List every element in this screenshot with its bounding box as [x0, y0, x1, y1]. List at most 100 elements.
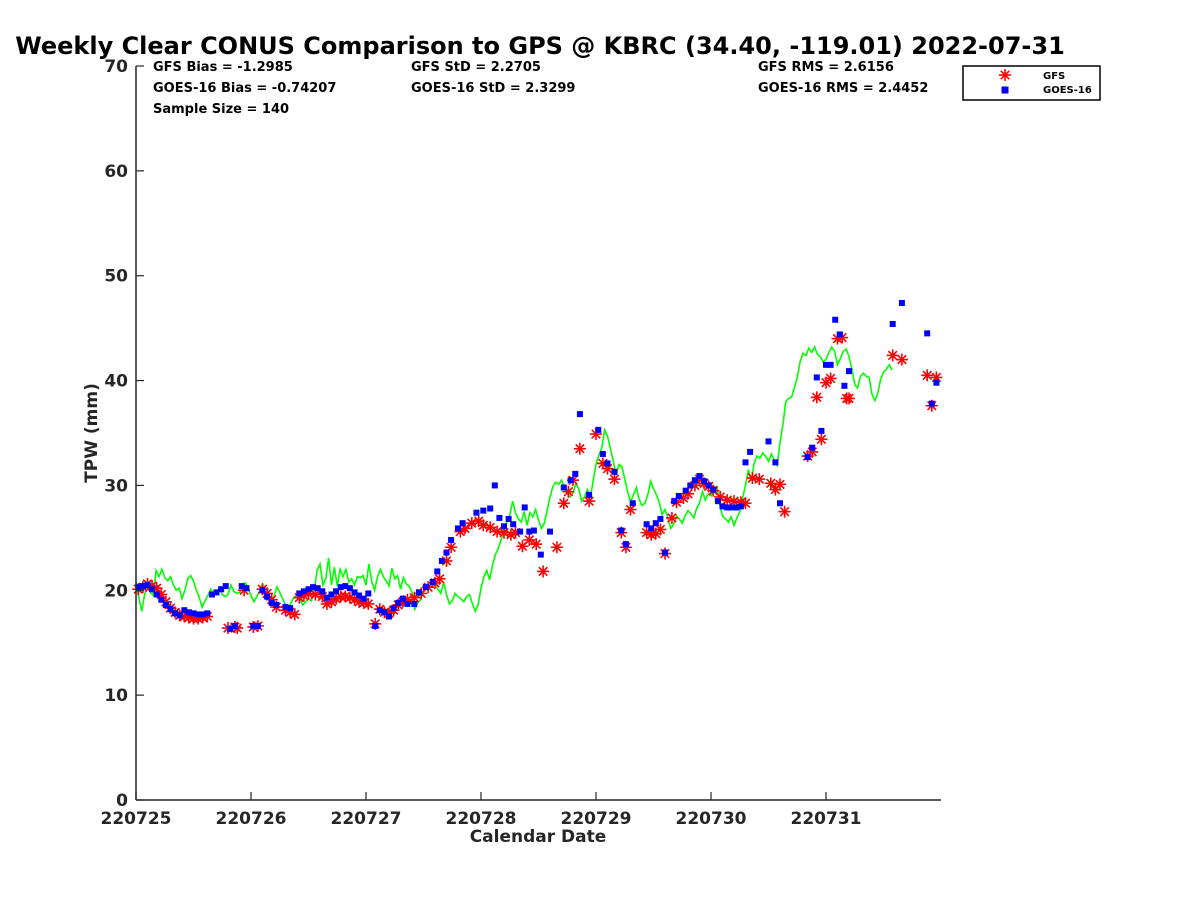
- goes-point: [342, 583, 349, 590]
- gfs-point: [484, 521, 497, 534]
- goes-point: [390, 605, 397, 612]
- goes-point: [705, 482, 712, 489]
- goes-point: [365, 590, 372, 597]
- goes-point: [652, 520, 659, 527]
- legend-goes-marker: [1001, 86, 1009, 94]
- legend-gfs-marker: [999, 69, 1011, 81]
- goes-point: [765, 438, 772, 445]
- goes-point: [434, 568, 441, 575]
- goes-point: [530, 527, 537, 534]
- y-axis-label: TPW (mm): [82, 383, 102, 483]
- gfs-point: [550, 541, 563, 554]
- goes-point: [139, 583, 146, 590]
- goes-point: [710, 486, 717, 493]
- goes-point: [682, 487, 689, 494]
- goes-point: [537, 551, 544, 558]
- goes-point: [360, 595, 367, 602]
- goes-point: [576, 411, 583, 418]
- plot-area: 0 10 20 30 40 50 60 70 220725 220726 220727 220728 2…: [101, 57, 943, 829]
- goes-point: [282, 604, 289, 611]
- goes-point: [804, 454, 811, 461]
- goes-point: [809, 444, 816, 451]
- gfs-point: [530, 538, 543, 551]
- goes-point: [305, 586, 312, 593]
- goes-point: [733, 504, 740, 511]
- goes-point: [376, 607, 383, 614]
- goes-point: [149, 586, 156, 593]
- x-axis-label: Calendar Date: [470, 827, 607, 847]
- goes-point: [836, 331, 843, 338]
- goes-point: [841, 382, 848, 389]
- goes-point: [714, 498, 721, 505]
- gfs-point: [537, 565, 550, 578]
- legend-goes-label: GOES-16: [1043, 85, 1092, 96]
- goes-point: [415, 589, 422, 596]
- gfs-point: [608, 473, 621, 486]
- goes-point: [924, 330, 931, 337]
- gfs-point: [288, 608, 301, 621]
- goes-point: [657, 515, 664, 522]
- y-tick-label: 40: [104, 372, 128, 392]
- gfs-series: [132, 331, 943, 635]
- gfs-point: [921, 369, 934, 382]
- goes-point: [351, 589, 358, 596]
- goes-point: [404, 600, 411, 607]
- x-tick-label: 220725: [101, 809, 172, 829]
- goes-point: [662, 549, 668, 556]
- axes-layer: 0 10 20 30 40 50 60 70 220725 220726 220727 220728 2…: [101, 57, 941, 829]
- goes-point: [185, 609, 192, 616]
- gfs-point: [778, 505, 791, 518]
- y-tick-label: 60: [104, 162, 128, 182]
- goes-point: [287, 605, 294, 612]
- x-tick-label: 220730: [676, 809, 747, 829]
- goes-point: [747, 448, 754, 455]
- goes-point: [599, 450, 606, 457]
- goes-point: [346, 585, 353, 592]
- y-tick-label: 70: [104, 57, 128, 77]
- goes-point: [222, 583, 229, 590]
- goes-point: [480, 507, 487, 514]
- goes-point: [195, 611, 202, 618]
- goes-series: [135, 299, 940, 633]
- goes-point: [827, 361, 834, 368]
- gfs-rms-text: GFS RMS = 2.6156: [758, 60, 894, 75]
- goes-point: [611, 468, 618, 475]
- goes-point: [604, 460, 611, 467]
- goes-point: [386, 613, 392, 620]
- goes-point: [176, 612, 183, 619]
- goes-point: [238, 583, 245, 590]
- goes-point: [648, 525, 655, 532]
- goes-point: [691, 477, 698, 484]
- goes-point: [144, 582, 151, 589]
- x-tick-label: 220729: [561, 809, 632, 829]
- gfs-point: [810, 391, 823, 404]
- goes-point: [231, 622, 238, 629]
- sample-size-text: Sample Size = 140: [153, 102, 289, 117]
- gfs-point: [573, 442, 586, 455]
- goes-point: [742, 459, 749, 466]
- gfs-point: [753, 473, 766, 486]
- gfs-point: [843, 392, 855, 405]
- goes-point: [517, 528, 524, 535]
- goes-point: [213, 589, 220, 596]
- goes-point: [422, 584, 429, 591]
- gfs-std-text: GFS StD = 2.2705: [411, 60, 541, 75]
- goes-point: [572, 470, 579, 477]
- goes-point: [567, 477, 574, 484]
- goes-point: [227, 626, 234, 633]
- goes-point: [199, 611, 206, 618]
- chart-title: Weekly Clear CONUS Comparison to GPS @ K…: [15, 32, 1065, 60]
- goes-point: [643, 521, 650, 528]
- goes-point: [172, 610, 179, 617]
- goes-point: [473, 509, 480, 516]
- goes-point: [243, 585, 250, 592]
- goes-point: [772, 459, 779, 466]
- goes-point: [204, 610, 211, 617]
- legend-goes-square: [1001, 86, 1009, 94]
- goes-point: [314, 585, 321, 592]
- goes-point: [300, 588, 307, 595]
- x-tick-label: 220726: [216, 809, 287, 829]
- goes-point: [501, 523, 507, 530]
- gfs-point: [523, 533, 536, 546]
